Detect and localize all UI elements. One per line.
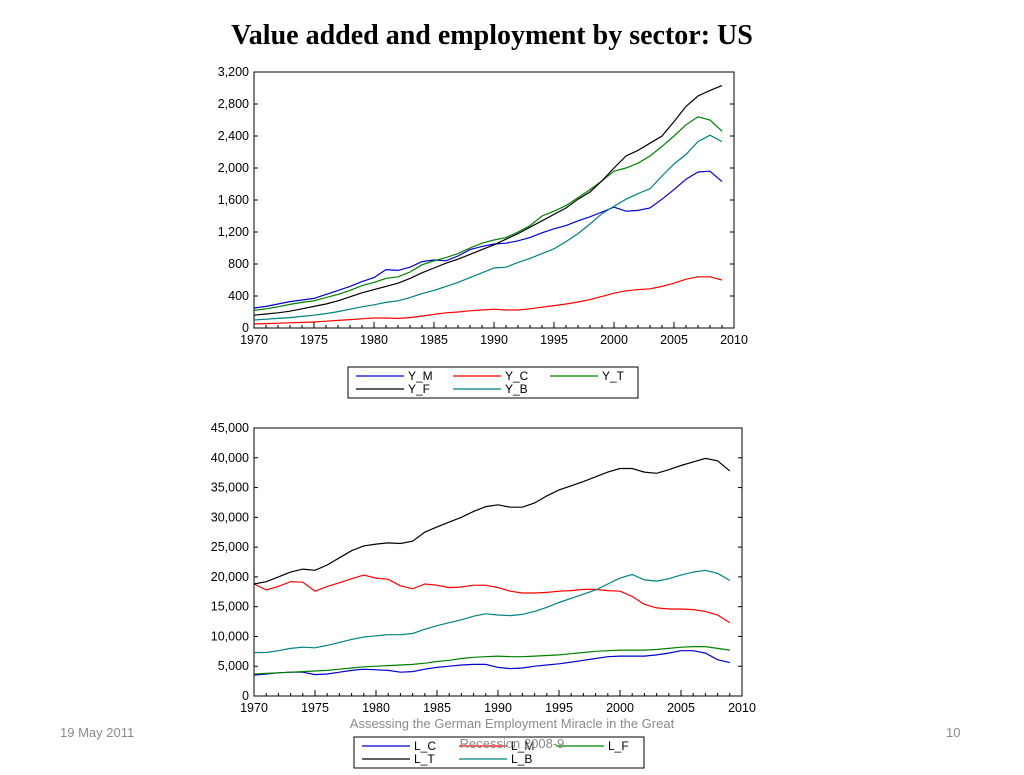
legend-value-added: Y_M Y_C Y_T Y_F Y_B	[347, 366, 639, 399]
x-tick-label: 1990	[480, 333, 508, 347]
x-tick-label: 1975	[300, 333, 328, 347]
x-tick-label: 1980	[360, 333, 388, 347]
series-line-y-f	[253, 85, 723, 316]
legend-label: L_F	[608, 739, 629, 753]
x-tick-label: 1995	[540, 333, 568, 347]
y-tick-label: 2,000	[218, 161, 249, 175]
legend-frame	[347, 366, 639, 399]
footer-date: 19 May 2011	[60, 725, 135, 740]
plot-frame	[253, 71, 735, 329]
series-line-l-b	[254, 569, 731, 654]
legend-label: Y_B	[505, 382, 528, 396]
y-tick-label: 40,000	[211, 451, 249, 465]
value-added-chart: 0 400 800 1,200 1,600 2,000 2,400 2,800 3,200 19…	[218, 65, 748, 399]
y-tick-label: 20,000	[211, 570, 249, 584]
x-tick-label: 1995	[545, 701, 573, 715]
y-tick-label: 35,000	[211, 481, 249, 495]
series-line-l-c	[253, 650, 730, 676]
legend-label: Y_M	[408, 369, 433, 383]
y-tick-label: 800	[228, 257, 249, 271]
y-tick-label: 3,200	[218, 65, 249, 79]
y-tick-label: 0	[242, 689, 249, 703]
legend-label: L_T	[414, 752, 435, 766]
x-tick-label: 2010	[720, 333, 748, 347]
x-tick-label: 1985	[423, 701, 451, 715]
series-line-y-c	[253, 276, 723, 325]
x-tick-label: 1970	[240, 333, 268, 347]
x-tick-label: 2005	[660, 333, 688, 347]
x-tick-label: 1990	[484, 701, 512, 715]
y-tick-label: 2,400	[218, 129, 249, 143]
y-tick-label: 400	[228, 289, 249, 303]
y-tick-label: 1,600	[218, 193, 249, 207]
x-tick-label: 2010	[728, 701, 756, 715]
series-line-l-m	[253, 574, 731, 624]
series-line-l-t	[253, 457, 731, 585]
y-tick-label: 45,000	[211, 421, 249, 435]
y-tick-label: 15,000	[211, 600, 249, 614]
footer-text: Assessing the German Employment Miracle …	[349, 716, 675, 751]
y-tick-label: 5,000	[218, 659, 249, 673]
x-tick-label: 1985	[420, 333, 448, 347]
x-tick-label: 1980	[362, 701, 390, 715]
x-tick-label: 2000	[600, 333, 628, 347]
series-line-y-t	[253, 116, 723, 311]
legend-label: L_C	[414, 739, 436, 753]
y-tick-label: 10,000	[211, 629, 249, 643]
legend-label: Y_F	[408, 382, 430, 396]
employment-chart: 0 5,000 10,000 15,000 20,000 25,000 30,000 35,0…	[211, 421, 756, 769]
legend-label: Y_T	[602, 369, 625, 383]
legend-label: L_M	[511, 739, 534, 753]
x-tick-label: 1970	[240, 701, 268, 715]
series-line-y-b	[253, 134, 723, 321]
series-line-l-f	[253, 646, 730, 675]
y-tick-label: 0	[242, 321, 249, 335]
series-line-y-m	[253, 170, 723, 309]
page-number: 10	[946, 725, 961, 740]
y-tick-label: 25,000	[211, 540, 249, 554]
x-tick-label: 1975	[301, 701, 329, 715]
y-tick-label: 30,000	[211, 510, 249, 524]
legend-label: Y_C	[505, 369, 529, 383]
y-tick-label: 1,200	[218, 225, 249, 239]
y-tick-label: 2,800	[218, 97, 249, 111]
slide-title: Value added and employment by sector: US	[231, 20, 753, 51]
x-tick-label: 2005	[667, 701, 695, 715]
legend-label: L_B	[511, 752, 532, 766]
x-tick-label: 2000	[606, 701, 634, 715]
